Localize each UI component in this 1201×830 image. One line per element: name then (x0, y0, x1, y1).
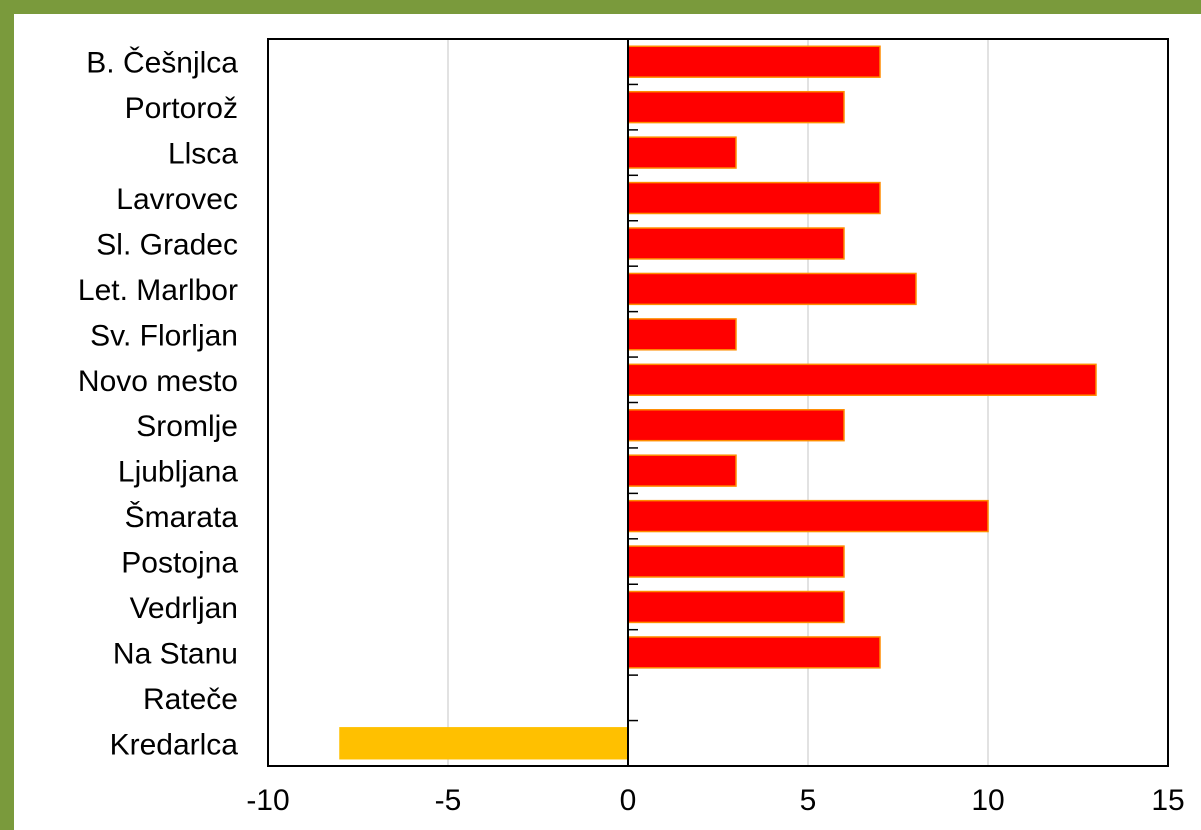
category-label: Postojna (121, 547, 238, 580)
bar-lavrovec (627, 181, 881, 215)
x-tick-labels: -10 -5 0 5 10 15 (246, 784, 1184, 817)
category-label: Sl. Gradec (96, 228, 238, 261)
category-label: Na Stanu (113, 637, 238, 670)
category-label: Vedrljan (130, 592, 238, 625)
category-label: Ljubljana (118, 456, 238, 489)
category-label: Portorož (125, 92, 238, 125)
bar-chart: B. Češnjlca Portorož Llsca Lavrovec Sl. Grad… (78, 38, 1185, 817)
plot-border (267, 38, 1169, 767)
category-label: Novo mesto (78, 365, 238, 398)
bar--marata (627, 499, 989, 533)
bar-sromlje (627, 409, 845, 442)
x-tick-label: 0 (620, 784, 637, 817)
bar-novo-mesto (627, 363, 1097, 396)
category-label: Let. Marlbor (78, 274, 238, 307)
category-label: Lavrovec (116, 183, 238, 216)
bar-vedrljan (627, 590, 845, 624)
category-label: B. Češnjlca (86, 46, 238, 80)
category-label: Llsca (168, 138, 238, 171)
bar-ljubljana (627, 454, 737, 487)
bars (339, 45, 1097, 760)
x-tick-label: -5 (435, 784, 462, 817)
category-labels: B. Češnjlca Portorož Llsca Lavrovec Sl. Grad… (78, 46, 238, 762)
bar-sl-gradec (627, 227, 845, 260)
bar-llsca (627, 136, 737, 169)
x-tick-label: 5 (800, 784, 817, 817)
category-label: Kredarlca (110, 728, 239, 761)
axes (267, 38, 1169, 767)
bar-postojna (627, 545, 845, 578)
x-tick-label: -10 (246, 784, 289, 817)
bar-na-stanu (627, 636, 881, 669)
x-tick-label: 15 (1151, 784, 1184, 817)
bar-let-marlbor (627, 272, 917, 306)
category-label: Rateče (143, 683, 238, 716)
category-label: Sromlje (136, 410, 238, 443)
category-label: Sv. Florljan (90, 319, 238, 352)
bar-kredarlca (339, 727, 629, 760)
bar-portoro- (627, 90, 845, 124)
bar-sv-florljan (627, 318, 737, 351)
bar-b-e-njlca (627, 45, 881, 78)
category-label: Šmarata (125, 500, 239, 534)
x-tick-label: 10 (971, 784, 1004, 817)
